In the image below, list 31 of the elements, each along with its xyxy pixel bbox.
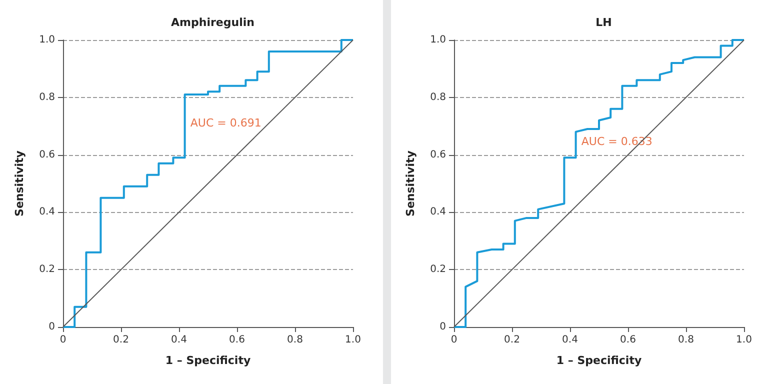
x-tick-label: 0 xyxy=(60,334,66,346)
x-tick-label: 1.0 xyxy=(736,334,752,346)
x-tick-label: 0.2 xyxy=(113,334,129,346)
y-axis-title: Sensitivity xyxy=(13,150,26,216)
y-tick-label: 0.6 xyxy=(39,149,55,160)
x-axis-title: 1 – Specificity xyxy=(556,354,642,367)
x-tick-label: 1.0 xyxy=(345,334,361,346)
y-tick-label: 0.8 xyxy=(39,92,55,103)
y-tick-label: 1.0 xyxy=(430,34,446,46)
y-tick-label: 0.6 xyxy=(430,149,446,160)
y-tick-label: 0.4 xyxy=(39,206,55,218)
x-tick-label: 0 xyxy=(450,334,457,346)
annotation: AUC = 0.691 xyxy=(190,116,262,130)
y-tick-label: 0 xyxy=(48,322,55,332)
y-tick-label: 0 xyxy=(439,322,446,332)
x-tick-label: 0.2 xyxy=(504,334,520,346)
y-tick-label: 0.8 xyxy=(430,92,446,103)
x-tick-label: 0.4 xyxy=(562,334,578,346)
x-tick-label: 0.8 xyxy=(287,334,303,346)
y-tick-label: 0.2 xyxy=(39,264,55,276)
y-axis-title: Sensitivity xyxy=(404,150,416,216)
x-axis-title: 1 – Specificity xyxy=(165,354,251,367)
x-tick-label: 0.8 xyxy=(678,334,694,346)
y-tick-label: 1.0 xyxy=(39,34,55,46)
x-tick-label: 0.6 xyxy=(620,334,636,346)
x-tick-label: 0.6 xyxy=(229,334,245,346)
x-tick-label: 0.4 xyxy=(171,334,187,346)
y-tick-label: 0.4 xyxy=(430,206,446,218)
chart-title: Amphiregulin xyxy=(171,16,254,29)
y-tick-label: 0.2 xyxy=(430,264,446,276)
chart-title: LH xyxy=(595,16,612,29)
